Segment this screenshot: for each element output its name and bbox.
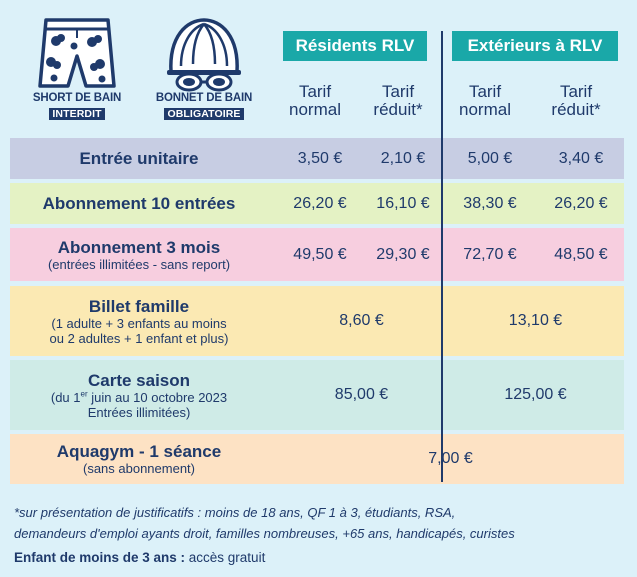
price-cell-exterieurs: 13,10 € [508,312,563,329]
price-cell-exterieurs: 125,00 € [504,386,567,403]
row-abonnement-3-mois: Abonnement 3 mois (entrées illimitées - … [10,228,624,281]
col-header-residents-normal: Tarif normal [289,82,341,119]
col-header-exterieurs-reduit: Tarif réduit* [551,82,601,119]
row-label: Abonnement 10 entrées [42,194,236,213]
row-sublabel: (entrées illimitées - sans report) [47,256,231,272]
price-cell: 38,30 € [463,194,517,212]
row-billet-famille: Billet famille (1 adulte + 3 enfants au … [10,286,624,356]
price-cell: 3,50 € [297,149,343,167]
price-cell: 72,70 € [463,245,517,263]
price-cell: 48,50 € [554,245,608,263]
row-label: Entrée unitaire [79,149,199,168]
row-label: Abonnement 3 mois [57,237,221,257]
bonnet-label: BONNET DE BAIN [155,92,253,104]
group-header-exterieurs: Extérieurs à RLV [452,31,618,61]
price-cell: 49,50 € [293,245,347,263]
bonnet-de-bain-block: BONNET DE BAIN OBLIGATOIRE [145,14,263,122]
free-kids-note: Enfant de moins de 3 ans : accès gratuit [14,550,266,565]
short-de-bain-block: SHORT DE BAIN INTERDIT [22,14,132,122]
short-label: SHORT DE BAIN [32,92,122,104]
footnote: *sur présentation de justificatifs : moi… [14,505,515,541]
price-cell: 3,40 € [558,149,604,167]
row-label: Carte saison [87,370,191,390]
row-aquagym: Aquagym - 1 séance (sans abonnement) 7,0… [10,434,624,484]
row-label: Aquagym - 1 séance [56,442,222,461]
price-cell-residents: 85,00 € [334,386,389,403]
price-cell-residents: 8,60 € [339,312,384,329]
row-abonnement-10: Abonnement 10 entrées 26,20 € 16,10 € 38… [10,183,624,224]
col-header-residents-reduit: Tarif réduit* [373,82,423,119]
column-divider [441,31,443,482]
row-carte-saison: Carte saison (du 1er juin au 10 octobre … [10,360,624,430]
row-sublabel: Entrées illimitées) [87,404,191,420]
price-cell: 29,30 € [376,245,430,263]
row-entree-unitaire: Entrée unitaire 3,50 € 2,10 € 5,00 € 3,4… [10,138,624,179]
row-sublabel: (sans abonnement) [82,461,195,476]
price-cell: 26,20 € [293,194,347,212]
price-cell: 5,00 € [467,149,513,167]
price-cell: 26,20 € [554,194,608,212]
row-sublabel: (1 adulte + 3 enfants au moins [51,315,227,331]
price-cell: 7,00 € [428,450,473,467]
bonnet-obligatoire-tag: OBLIGATOIRE [164,108,244,120]
price-cell: 2,10 € [380,149,426,167]
short-interdit-tag: INTERDIT [49,108,105,120]
group-header-residents: Résidents RLV [283,31,427,61]
price-cell: 16,10 € [376,194,430,212]
row-sublabel: (du 1er juin au 10 octobre 2023 [50,389,228,405]
swim-cap-goggles-icon [167,18,241,92]
col-header-exterieurs-normal: Tarif normal [459,82,511,119]
row-sublabel: ou 2 adultes + 1 enfant et plus) [49,330,229,346]
swim-shorts-icon [38,18,116,88]
row-label: Billet famille [88,296,190,316]
